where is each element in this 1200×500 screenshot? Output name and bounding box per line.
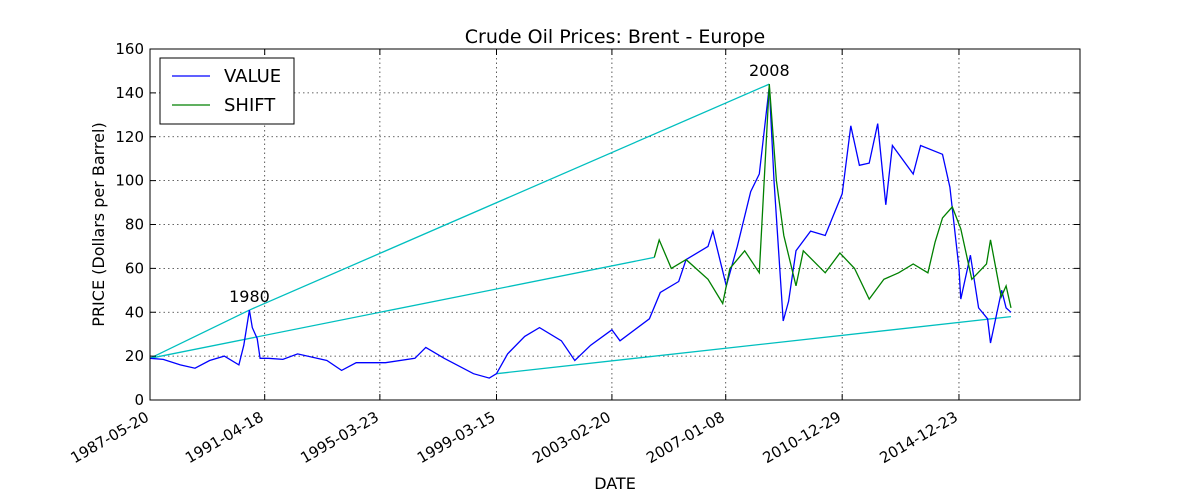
connector-line <box>249 83 770 311</box>
y-tick-label: 120 <box>115 128 144 146</box>
annotation-label: 2008 <box>749 61 790 80</box>
connector-line <box>149 309 250 359</box>
x-tick-label: 1995-03-23 <box>297 408 382 467</box>
x-tick-label: 1991-04-18 <box>182 408 267 467</box>
x-tick-label: 1987-05-20 <box>67 408 152 467</box>
y-axis-label: PRICE (Dollars per Barrel) <box>89 122 108 326</box>
y-tick-label: 160 <box>115 40 144 58</box>
series-line-shift <box>653 84 1012 309</box>
annotation-label: 1980 <box>229 287 270 306</box>
legend-label-shift: SHIFT <box>224 95 276 116</box>
x-tick-label: 2014-12-23 <box>876 408 961 467</box>
x-tick-label: 2007-01-08 <box>643 408 728 467</box>
y-tick-label: 80 <box>125 216 144 234</box>
connector-line <box>149 256 655 359</box>
chart-title: Crude Oil Prices: Brent - Europe <box>465 26 766 48</box>
y-tick-label: 140 <box>115 84 144 102</box>
legend-box <box>159 57 295 125</box>
y-tick-label: 20 <box>125 347 144 365</box>
y-tick-label: 40 <box>125 303 144 321</box>
x-tick-label: 2010-12-29 <box>760 408 845 467</box>
connector-line <box>496 315 1012 375</box>
series-line-value <box>149 86 1012 379</box>
y-tick-label: 100 <box>115 172 144 190</box>
y-tick-label: 0 <box>134 391 144 409</box>
x-tick-label: 2003-02-20 <box>529 408 614 467</box>
annot-layer: 1980 2008 <box>229 61 790 306</box>
y-tick-label: 60 <box>125 259 144 277</box>
x-tick-label: 1999-03-15 <box>414 408 499 467</box>
series-layer <box>149 84 1012 379</box>
x-axis-label: DATE <box>594 474 636 493</box>
legend: VALUE SHIFT <box>159 57 295 125</box>
legend-label-value: VALUE <box>224 66 281 87</box>
connector-layer <box>149 83 1012 375</box>
